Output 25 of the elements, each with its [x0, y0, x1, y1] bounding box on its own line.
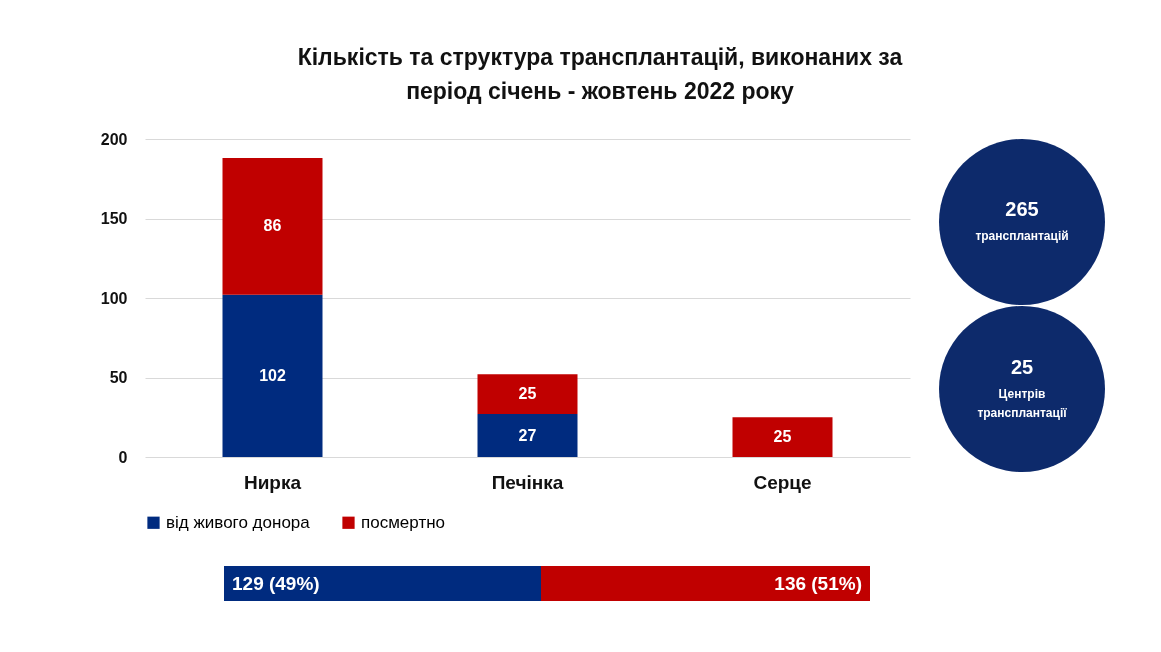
bar — [222, 294, 323, 457]
bar — [732, 417, 833, 457]
data-label: 86 — [263, 217, 282, 235]
bar — [222, 158, 323, 295]
y-tick-label: 100 — [100, 289, 128, 307]
bar — [477, 374, 578, 415]
legend-label: від живого донора — [166, 512, 311, 532]
bar — [477, 414, 578, 457]
x-tick-label: Печінка — [491, 471, 564, 493]
data-label: 27 — [518, 426, 537, 444]
circle-badge: 25 Центрів трансплантації — [939, 306, 1105, 472]
x-tick-label: Серце — [753, 471, 812, 493]
y-tick-label: 50 — [109, 369, 128, 386]
y-tick-label: 200 — [100, 130, 128, 148]
text: 129 (49%) — [224, 566, 541, 601]
legend-label: посмертно — [361, 512, 446, 532]
y-tick-label: 150 — [100, 210, 128, 227]
x-tick-label: Нирка — [243, 471, 302, 493]
data-label: 25 — [773, 428, 792, 446]
chart-title: Кількість та структура трансплантацій, виконаних за період січень - жовтень 2022 року — [296, 43, 904, 106]
text: 136 (51%) — [540, 566, 870, 601]
data-label: 25 — [518, 385, 537, 403]
y-tick-label: 0 — [118, 448, 128, 466]
data-label: 102 — [259, 366, 286, 384]
circle-badge: 265 трансплантацій — [939, 139, 1105, 305]
